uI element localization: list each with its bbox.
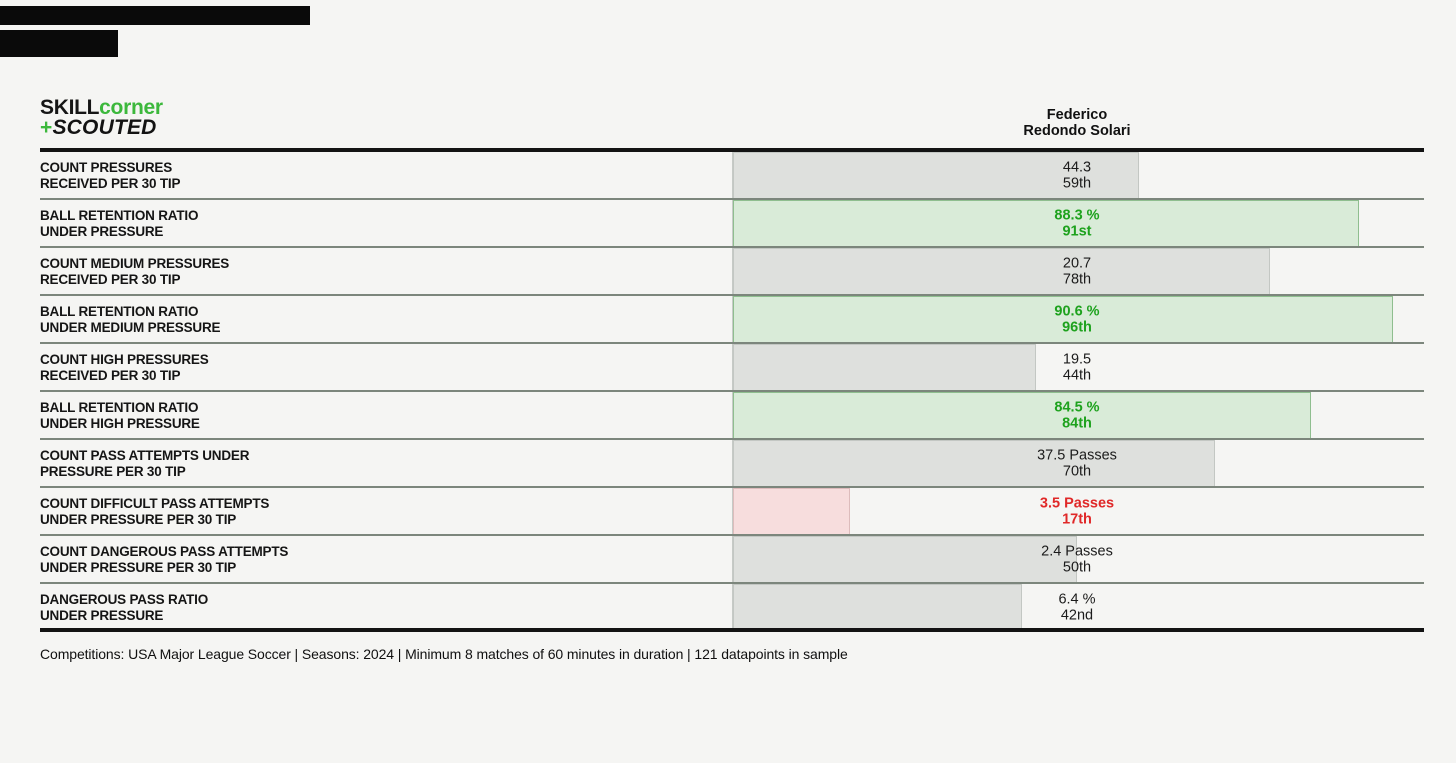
metric-label: COUNT PASS ATTEMPTS UNDER PRESSURE PER 3… (40, 448, 249, 480)
metric-label-line2: PRESSURE PER 30 TIP (40, 464, 186, 479)
logo-scouted: +SCOUTED (40, 116, 163, 139)
metric-value: 37.5 Passes 70th (733, 447, 1421, 480)
logo-plus-icon: + (40, 116, 53, 139)
blackout-bar-top (0, 6, 310, 25)
metric-label-line1: COUNT PRESSURES (40, 160, 173, 175)
metric-label-line1: BALL RETENTION RATIO (40, 208, 199, 223)
percentile-bar (733, 248, 1270, 296)
metric-value-percentile: 17th (1062, 511, 1092, 527)
percentile-bar (733, 584, 1022, 632)
metric-label-line1: COUNT PASS ATTEMPTS UNDER (40, 448, 250, 463)
metric-label: COUNT DIFFICULT PASS ATTEMPTS UNDER PRES… (40, 496, 269, 528)
percentile-bar (733, 296, 1393, 344)
metric-label-line1: COUNT DANGEROUS PASS ATTEMPTS (40, 544, 289, 559)
metric-value-percentile: 50th (1062, 559, 1092, 575)
metric-value: 19.5 44th (733, 351, 1421, 384)
metric-value-number: 3.5 Passes (1039, 495, 1115, 512)
metric-value: 6.4 % 42nd (733, 591, 1421, 624)
sample-criteria-footnote: Competitions: USA Major League Soccer | … (40, 646, 848, 662)
metric-value-percentile: 78th (1062, 271, 1092, 287)
metric-value-number: 6.4 % (1058, 591, 1096, 608)
player-name-line1: Federico (1046, 107, 1108, 123)
metric-label-line2: UNDER PRESSURE (40, 224, 164, 239)
metric-value-percentile: 70th (1062, 463, 1092, 479)
logo-skillcorner: SKILLcorner (40, 96, 163, 119)
metric-label: BALL RETENTION RATIO UNDER PRESSURE (40, 208, 198, 240)
metric-value: 3.5 Passes 17th (733, 495, 1421, 528)
percentile-bar (733, 152, 1139, 200)
metric-label-line2: RECEIVED PER 30 TIP (40, 176, 181, 191)
metric-value: 20.7 78th (733, 255, 1421, 288)
metric-label-line2: UNDER MEDIUM PRESSURE (40, 320, 221, 335)
metric-label-line1: COUNT DIFFICULT PASS ATTEMPTS (40, 496, 270, 511)
metric-value-number: 2.4 Passes (1041, 543, 1113, 560)
blackout-bar-second (0, 30, 118, 57)
metric-value-number: 88.3 % (1054, 207, 1100, 224)
metric-row-count-high-pressures: COUNT HIGH PRESSURES RECEIVED PER 30 TIP… (0, 344, 1456, 392)
metric-label-line1: COUNT MEDIUM PRESSURES (40, 256, 230, 271)
metric-row-dangerous-pass-ratio: DANGEROUS PASS RATIO UNDER PRESSURE 6.4 … (0, 584, 1456, 632)
metric-value-percentile: 84th (1062, 415, 1092, 431)
player-name-line2: Redondo Solari (1023, 123, 1131, 139)
metric-value-percentile: 59th (1062, 175, 1092, 191)
metric-row-ball-retention-pressure: BALL RETENTION RATIO UNDER PRESSURE 88.3… (0, 200, 1456, 248)
logo-skill-text: SKILL (40, 96, 100, 119)
metric-row-count-medium-pressures: COUNT MEDIUM PRESSURES RECEIVED PER 30 T… (0, 248, 1456, 296)
percentile-chart: COUNT PRESSURES RECEIVED PER 30 TIP 44.3… (0, 152, 1456, 632)
metric-label-line1: BALL RETENTION RATIO (40, 400, 199, 415)
skillcorner-scouted-logo: SKILLcorner +SCOUTED (40, 96, 163, 139)
metric-row-dangerous-pass-attempts: COUNT DANGEROUS PASS ATTEMPTS UNDER PRES… (0, 536, 1456, 584)
percentile-bar (733, 392, 1311, 440)
logo-scouted-text: SCOUTED (52, 116, 157, 139)
logo-corner-text: corner (99, 96, 163, 119)
metric-value-percentile: 91st (1062, 223, 1092, 239)
top-divider-rule (40, 148, 1424, 152)
metric-label-line1: COUNT HIGH PRESSURES (40, 352, 209, 367)
metric-row-ball-retention-high: BALL RETENTION RATIO UNDER HIGH PRESSURE… (0, 392, 1456, 440)
metric-value-percentile: 44th (1062, 367, 1092, 383)
bar-track-start-line (732, 152, 733, 632)
metric-value-number: 84.5 % (1054, 399, 1100, 416)
metric-label-line2: RECEIVED PER 30 TIP (40, 272, 181, 287)
metric-label-line2: RECEIVED PER 30 TIP (40, 368, 181, 383)
metric-value-number: 20.7 (1062, 255, 1092, 272)
metric-label: COUNT DANGEROUS PASS ATTEMPTS UNDER PRES… (40, 544, 288, 576)
metric-label: DANGEROUS PASS RATIO UNDER PRESSURE (40, 592, 208, 624)
metric-row-difficult-pass-attempts: COUNT DIFFICULT PASS ATTEMPTS UNDER PRES… (0, 488, 1456, 536)
metric-label-line2: UNDER PRESSURE PER 30 TIP (40, 512, 237, 527)
metric-label: COUNT HIGH PRESSURES RECEIVED PER 30 TIP (40, 352, 209, 384)
metric-row-ball-retention-medium: BALL RETENTION RATIO UNDER MEDIUM PRESSU… (0, 296, 1456, 344)
metric-label: COUNT PRESSURES RECEIVED PER 30 TIP (40, 160, 180, 192)
metric-row-pass-attempts: COUNT PASS ATTEMPTS UNDER PRESSURE PER 3… (0, 440, 1456, 488)
metric-value-number: 37.5 Passes (1037, 447, 1117, 464)
metric-value-number: 19.5 (1062, 351, 1092, 368)
metric-value-percentile: 96th (1062, 319, 1092, 335)
metric-label: BALL RETENTION RATIO UNDER HIGH PRESSURE (40, 400, 200, 432)
metric-label-line1: BALL RETENTION RATIO (40, 304, 199, 319)
metric-value: 90.6 % 96th (733, 303, 1421, 336)
metric-value: 88.3 % 91st (733, 207, 1421, 240)
metric-label-line2: UNDER PRESSURE (40, 608, 164, 623)
metric-value: 84.5 % 84th (733, 399, 1421, 432)
metric-row-count-pressures: COUNT PRESSURES RECEIVED PER 30 TIP 44.3… (0, 152, 1456, 200)
metric-label-line1: DANGEROUS PASS RATIO (40, 592, 209, 607)
metric-value-percentile: 42nd (1060, 607, 1094, 623)
metric-value: 2.4 Passes 50th (733, 543, 1421, 576)
player-name: Federico Redondo Solari (733, 107, 1421, 139)
metric-label-line2: UNDER PRESSURE PER 30 TIP (40, 560, 237, 575)
metric-label: COUNT MEDIUM PRESSURES RECEIVED PER 30 T… (40, 256, 229, 288)
metric-value-number: 44.3 (1062, 159, 1092, 176)
metric-value-number: 90.6 % (1054, 303, 1100, 320)
percentile-bar (733, 536, 1077, 584)
percentile-bar (733, 200, 1359, 248)
metric-value: 44.3 59th (733, 159, 1421, 192)
metric-label-line2: UNDER HIGH PRESSURE (40, 416, 200, 431)
metric-label: BALL RETENTION RATIO UNDER MEDIUM PRESSU… (40, 304, 221, 336)
